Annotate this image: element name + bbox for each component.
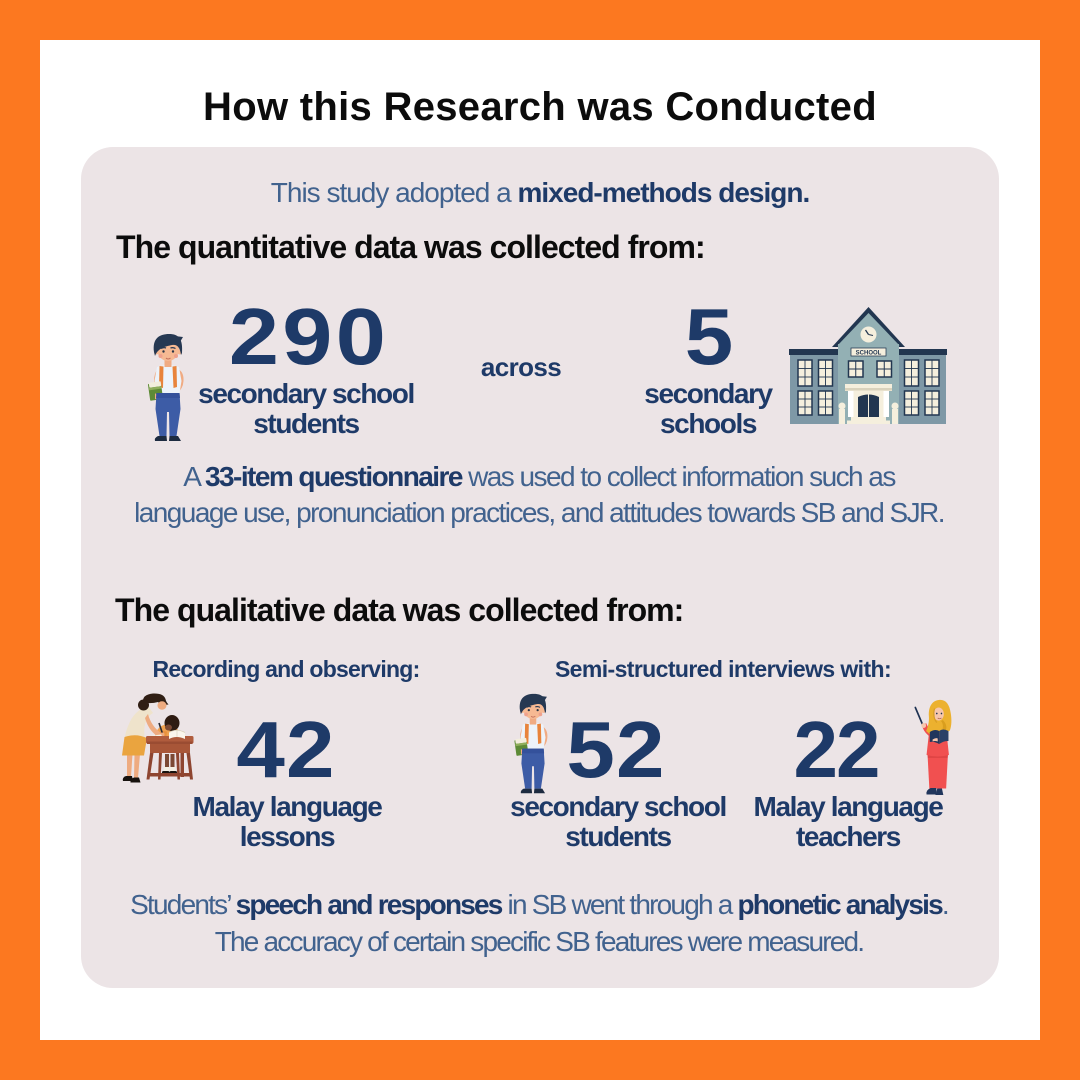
svg-text:SCHOOL: SCHOOL	[856, 351, 882, 357]
